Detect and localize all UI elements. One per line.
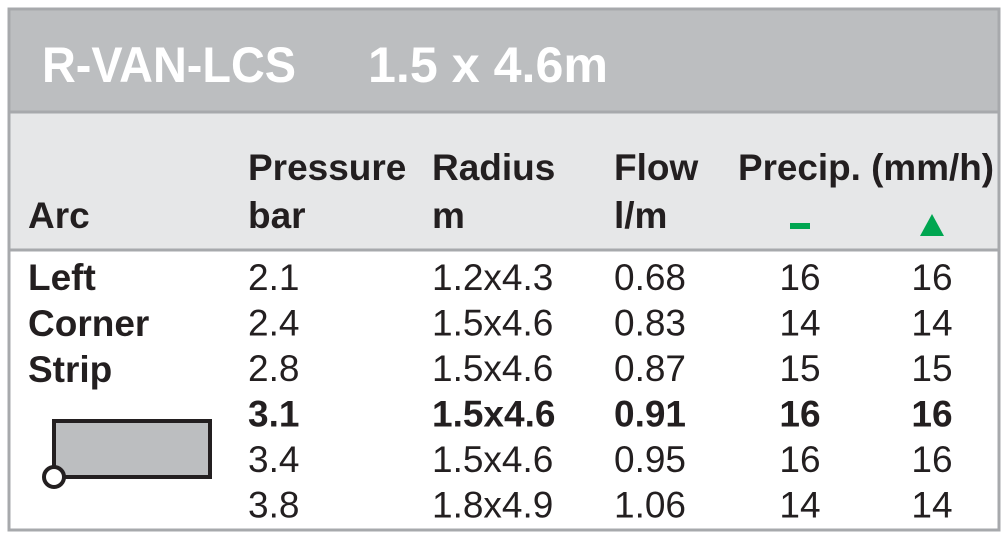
- table-cell: 16: [911, 394, 952, 435]
- arc-label: Corner: [28, 303, 149, 344]
- table-cell: 1.5x4.6: [432, 439, 553, 480]
- arc-label: Left: [28, 257, 96, 298]
- table-cell: 14: [779, 485, 820, 526]
- max-icon: [920, 214, 944, 236]
- table-cell: 16: [779, 394, 820, 435]
- model-size: 1.5 x 4.6m: [368, 37, 608, 93]
- column-header: l/m: [614, 195, 667, 236]
- table-cell: 1.2x4.3: [432, 257, 553, 298]
- table-cell: 1.5x4.6: [432, 303, 553, 344]
- arc-pivot: [42, 465, 66, 489]
- column-header: Arc: [28, 195, 90, 236]
- table-cell: 1.5x4.6: [432, 348, 553, 389]
- column-header: m: [432, 195, 465, 236]
- table-cell: 1.06: [614, 485, 686, 526]
- table-cell: 3.8: [248, 485, 299, 526]
- header-band: [9, 112, 999, 250]
- column-header: bar: [248, 195, 306, 236]
- column-header: Pressure: [248, 147, 406, 188]
- precip-header: Precip. (mm/h): [738, 147, 994, 188]
- table-cell: 0.83: [614, 303, 686, 344]
- border: [7, 7, 1001, 532]
- table-cell: 16: [911, 439, 952, 480]
- table-cell: 0.87: [614, 348, 686, 389]
- table-cell: 15: [911, 348, 952, 389]
- arc-label: Strip: [28, 349, 112, 390]
- table-cell: 14: [911, 303, 952, 344]
- table-cell: 14: [911, 485, 952, 526]
- table-cell: 16: [911, 257, 952, 298]
- table-cell: 16: [779, 257, 820, 298]
- min-icon: [790, 223, 810, 229]
- table-cell: 3.4: [248, 439, 299, 480]
- table-cell: 3.1: [248, 394, 299, 435]
- table-cell: 0.95: [614, 439, 686, 480]
- table-cell: 2.1: [248, 257, 299, 298]
- model-name: R-VAN-LCS: [42, 37, 296, 93]
- table-cell: 2.4: [248, 303, 299, 344]
- column-header: Flow: [614, 147, 698, 188]
- table-cell: 1.8x4.9: [432, 485, 553, 526]
- title-bar: [9, 9, 999, 112]
- arc-diagram: [52, 419, 212, 479]
- table-cell: 16: [779, 439, 820, 480]
- table-cell: 2.8: [248, 348, 299, 389]
- table-cell: 0.91: [614, 394, 686, 435]
- table-cell: 15: [779, 348, 820, 389]
- table-cell: 14: [779, 303, 820, 344]
- table-cell: 0.68: [614, 257, 686, 298]
- table-cell: 1.5x4.6: [432, 394, 555, 435]
- column-header: Radius: [432, 147, 555, 188]
